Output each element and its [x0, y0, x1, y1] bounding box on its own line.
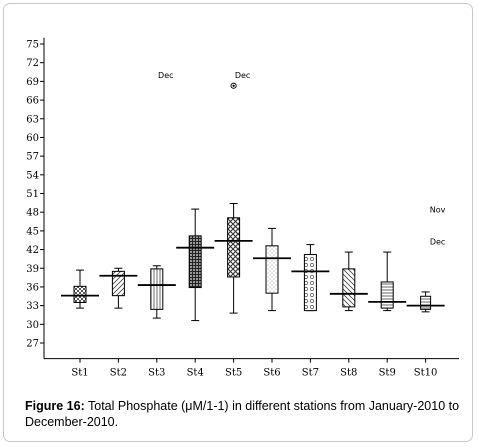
x-tick-label: St9: [379, 368, 396, 379]
annotation-label: Dec: [235, 71, 250, 80]
axes: 27 30 33 36 39 42 45 48 51 54 57 60 63 66 69 72 75 St1 St2…: [26, 37, 459, 379]
y-tick-label: 57: [26, 152, 39, 163]
boxes: [61, 202, 445, 322]
y-tick-label: 39: [26, 264, 39, 275]
x-tick-label: St8: [340, 368, 357, 379]
figure-caption: Figure 16: Total Phosphate (μM/1-1) in d…: [25, 398, 470, 430]
boxplot-chart: 27 30 33 36 39 42 45 48 51 54 57 60 63 66 69 72 75 St1 St2…: [26, 37, 459, 379]
x-tick-label: St1: [71, 368, 88, 379]
annotations: Dec Dec Nov Dec: [158, 71, 446, 246]
box-st4: [176, 208, 215, 322]
box-iqr: [265, 245, 279, 294]
x-tick-label: St4: [187, 368, 204, 379]
box-iqr: [73, 285, 87, 304]
y-tick-label: 45: [26, 226, 39, 237]
y-tick-label: 63: [26, 114, 39, 125]
box-iqr: [420, 295, 432, 310]
box-st7: [291, 244, 330, 312]
y-tick-label: 72: [26, 58, 39, 69]
box-st2: [99, 267, 138, 309]
box-st3: [137, 265, 176, 319]
box-st5: [214, 202, 253, 314]
caption-label: Figure 16:: [25, 399, 85, 413]
x-tick-label: St7: [302, 368, 319, 379]
y-tick-label: 66: [26, 96, 39, 107]
figure-frame: 27 30 33 36 39 42 45 48 51 54 57 60 63 66 69 72 75 St1 St2…: [3, 3, 473, 442]
box-iqr: [150, 268, 164, 310]
box-st8: [329, 251, 368, 312]
box-st10: [406, 291, 445, 313]
annotation-label: Nov: [430, 206, 446, 215]
x-tick-label: St10: [414, 368, 438, 379]
box-iqr: [227, 217, 241, 278]
y-tick-label: 42: [26, 245, 39, 256]
annotation-label: Dec: [430, 237, 445, 246]
box-iqr: [111, 270, 125, 297]
x-tick-label: St6: [263, 368, 280, 379]
y-tick-label: 30: [26, 320, 39, 331]
caption-text: Total Phosphate (μM/1-1) in different st…: [25, 399, 460, 429]
box-iqr: [188, 235, 202, 289]
box-st6: [253, 227, 291, 312]
y-tick-label: 33: [26, 301, 39, 312]
x-tick-label: St5: [225, 368, 242, 379]
y-tick-label: 27: [26, 339, 39, 350]
y-tick-label: 51: [26, 189, 39, 200]
outlier-point: [230, 82, 237, 89]
y-tick-label: 75: [26, 40, 39, 51]
box-iqr: [303, 254, 317, 312]
y-tick-label: 48: [26, 208, 39, 219]
box-st1: [61, 269, 99, 309]
x-tick-label: St3: [148, 368, 165, 379]
y-tick-label: 69: [26, 77, 39, 88]
box-iqr: [342, 268, 356, 308]
annotation-label: Dec: [158, 71, 173, 80]
box-st9: [368, 251, 407, 312]
box-iqr: [380, 281, 394, 309]
y-tick-label: 54: [26, 170, 39, 181]
x-tick-label: St2: [110, 368, 127, 379]
y-tick-label: 60: [26, 133, 39, 144]
y-tick-label: 36: [26, 282, 39, 293]
